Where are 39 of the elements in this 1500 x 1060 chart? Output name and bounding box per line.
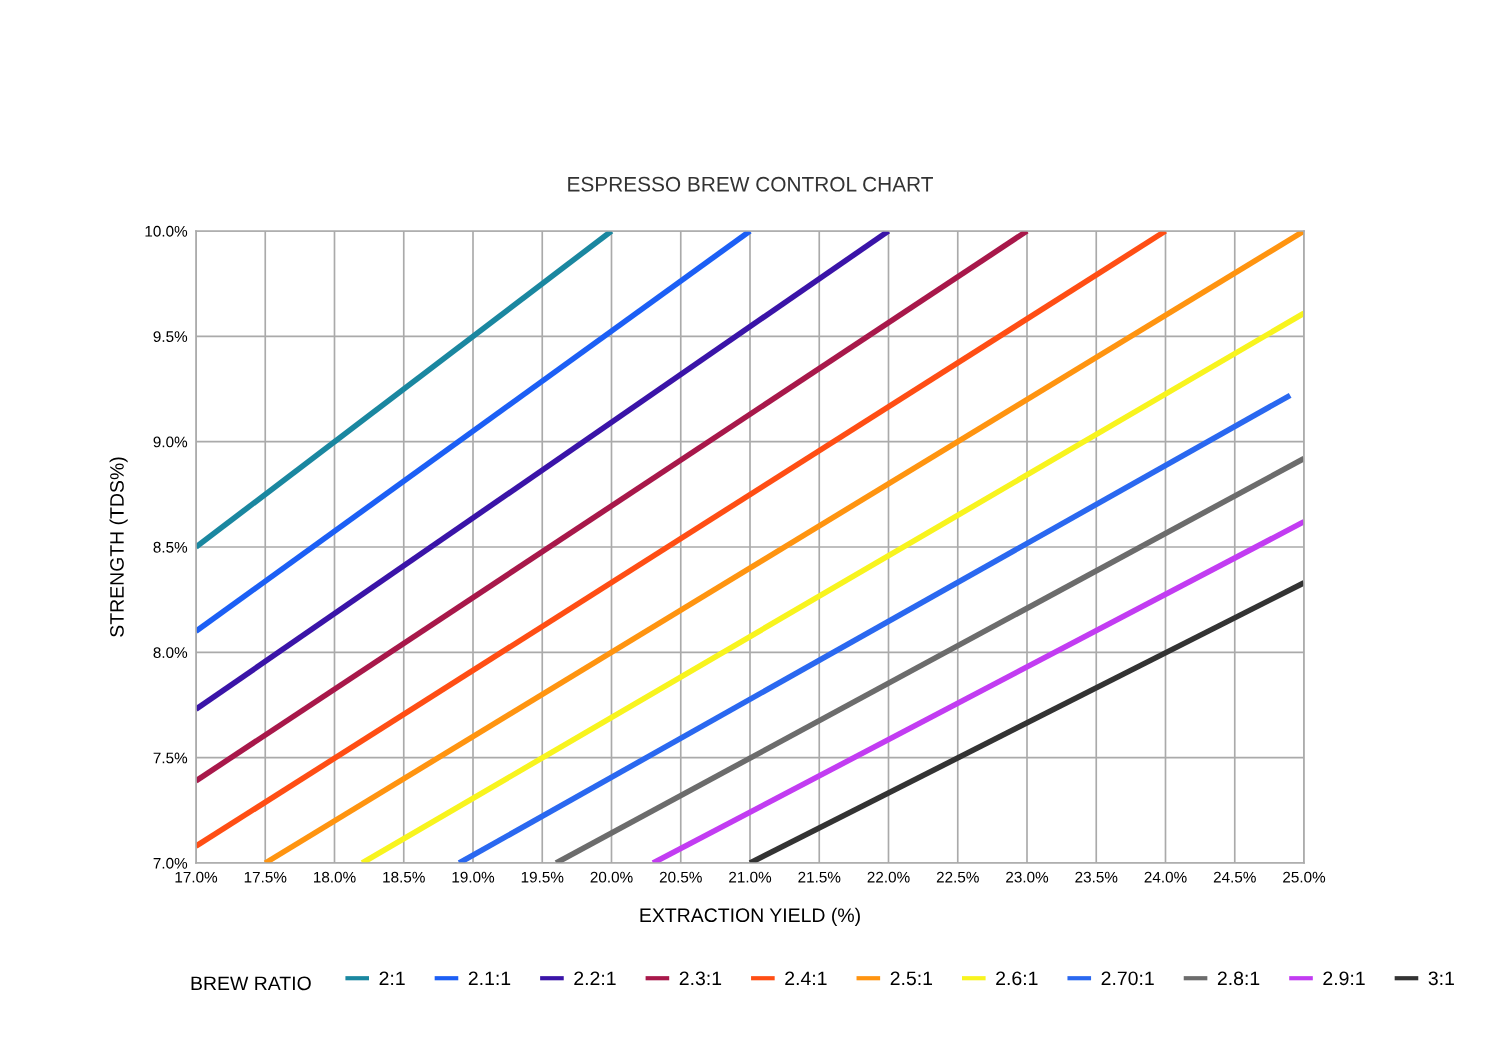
x-tick-label: 21.5% xyxy=(798,871,841,883)
chart-title: ESPRESSO BREW CONTROL CHART xyxy=(568,176,933,192)
x-tick-label: 20.5% xyxy=(659,871,702,883)
legend-label: 2.2:1 xyxy=(574,971,616,986)
x-tick-label: 18.5% xyxy=(383,871,425,883)
legend-label: 2.3:1 xyxy=(679,971,722,986)
x-tick-label: 22.0% xyxy=(867,871,910,883)
x-tick-label: 23.0% xyxy=(1006,871,1049,883)
y-tick-label: 9.5% xyxy=(153,331,188,343)
legend-label: 2.4:1 xyxy=(785,971,827,986)
x-tick-label: 23.5% xyxy=(1075,871,1118,883)
legend-label: 2.9:1 xyxy=(1323,971,1365,986)
y-axis-title: STRENGTH (TDS%) xyxy=(109,457,128,637)
x-tick-label: 17.0% xyxy=(175,871,218,883)
legend-label: 2.8:1 xyxy=(1217,971,1260,986)
legend-label: 2.1:1 xyxy=(468,971,511,986)
legend-label: 2:1 xyxy=(379,971,405,986)
y-tick-label: 8.5% xyxy=(153,541,188,553)
x-tick-label: 25.0% xyxy=(1283,871,1326,883)
x-tick-label: 21.0% xyxy=(729,871,772,883)
x-tick-label: 24.0% xyxy=(1144,871,1187,883)
y-tick-label: 7.0% xyxy=(153,857,188,869)
x-tick-label: 18.0% xyxy=(314,871,356,883)
x-tick-label: 19.5% xyxy=(521,871,564,883)
legend-label: 2.6:1 xyxy=(996,971,1038,986)
legend-label: 3:1 xyxy=(1428,971,1454,986)
legend-label: 2.5:1 xyxy=(890,971,933,986)
legend-title: BREW RATIO xyxy=(191,976,311,991)
y-tick-label: 7.5% xyxy=(153,752,188,764)
x-tick-label: 24.5% xyxy=(1213,871,1256,883)
y-tick-label: 9.0% xyxy=(153,436,188,448)
x-tick-label: 22.5% xyxy=(936,871,979,883)
x-tick-label: 20.0% xyxy=(590,871,633,883)
y-tick-label: 10.0% xyxy=(145,225,188,237)
x-tick-label: 19.0% xyxy=(452,871,495,883)
y-tick-label: 8.0% xyxy=(153,647,188,659)
x-tick-label: 17.5% xyxy=(244,871,287,883)
legend-label: 2.70:1 xyxy=(1101,971,1154,986)
x-axis-title: EXTRACTION YIELD (%) xyxy=(640,907,860,926)
